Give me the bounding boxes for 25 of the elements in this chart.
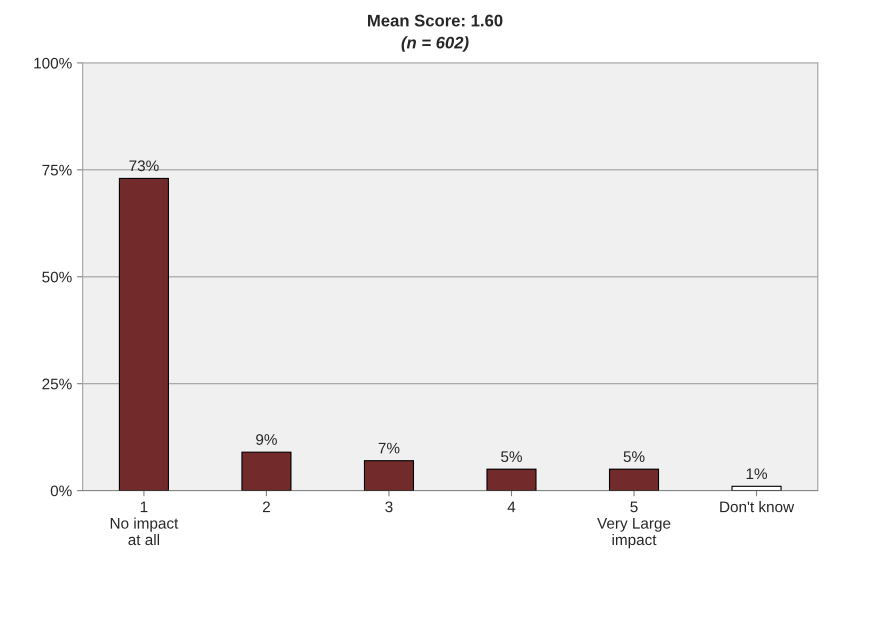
bar <box>118 178 169 491</box>
y-tick-label: 0% <box>50 485 72 496</box>
data-label: 5% <box>501 451 522 462</box>
bar <box>731 486 782 491</box>
bar <box>364 460 414 491</box>
chart-title: Mean Score: 1.60 <box>368 14 502 26</box>
data-label: 7% <box>378 442 400 454</box>
bar <box>241 452 292 491</box>
data-label: 73% <box>129 160 159 172</box>
x-tick-label: 1 No impact at all <box>110 502 178 546</box>
bar <box>486 468 537 491</box>
y-tick-label: 75% <box>42 164 72 176</box>
data-label: 1% <box>746 468 768 480</box>
y-tick-label: 25% <box>42 378 72 390</box>
x-tick-label: 3 <box>385 501 393 512</box>
x-tick-label: 2 <box>262 501 270 512</box>
y-tick-label: 100% <box>34 58 72 69</box>
data-label: 5% <box>624 451 645 462</box>
x-tick-label: 5 Very Large impact <box>597 502 670 548</box>
chart-subtitle: (n = 602) <box>402 36 469 52</box>
y-tick-label: 50% <box>42 272 72 282</box>
bar <box>608 468 660 491</box>
x-tick-label: 4 <box>508 502 516 512</box>
x-tick-label: Don't know <box>720 501 794 512</box>
data-label: 9% <box>256 434 277 445</box>
